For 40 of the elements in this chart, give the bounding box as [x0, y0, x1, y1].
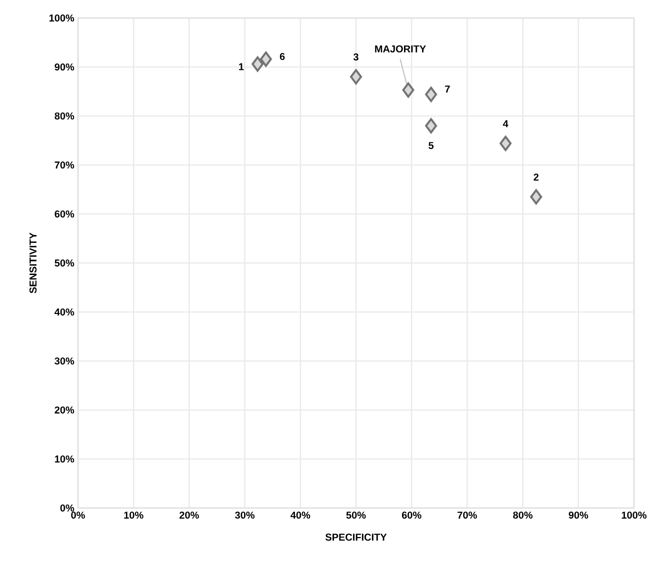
y-tick-label: 20% — [54, 406, 74, 414]
x-tick-label: 0% — [71, 512, 85, 519]
annotation: 4 — [502, 120, 508, 128]
annotation: MAJORITY — [375, 45, 426, 52]
point — [425, 86, 438, 102]
annotation: 3 — [353, 53, 358, 61]
x-tick-label: 50% — [346, 512, 366, 519]
annotation: 1 — [239, 63, 244, 70]
x-tick-label: 30% — [235, 512, 255, 519]
y-tick-label: 40% — [54, 308, 74, 316]
y-tick-label: 50% — [54, 259, 74, 267]
point — [530, 189, 542, 205]
point — [500, 136, 512, 152]
x-tick-label: 60% — [402, 512, 422, 519]
y-tick-label: 90% — [54, 63, 74, 71]
x-tick-label: 90% — [568, 512, 588, 519]
x-axis-title: SPECIFICITY — [325, 534, 387, 541]
point — [260, 51, 272, 67]
x-tick-label: 10% — [124, 512, 144, 519]
y-axis-title: SENSITIVITY — [29, 232, 37, 294]
annotation: 6 — [280, 52, 285, 60]
x-tick-label: 80% — [513, 512, 533, 519]
x-tick-label: 70% — [458, 512, 477, 519]
y-tick-label: 100% — [49, 14, 74, 22]
y-tick-label: 60% — [54, 210, 74, 218]
y-tick-label: 0% — [60, 504, 74, 512]
x-tick-label: 100% — [622, 512, 647, 519]
point — [350, 69, 362, 84]
point — [425, 118, 438, 134]
point — [252, 56, 264, 72]
y-tick-label: 70% — [54, 161, 74, 169]
point — [402, 82, 414, 98]
y-tick-label: 80% — [54, 112, 74, 120]
x-tick-label: 20% — [180, 512, 199, 519]
annotation: 2 — [534, 174, 539, 181]
x-tick-label: 40% — [290, 512, 310, 519]
annotation: 5 — [428, 142, 434, 150]
annotation: 7 — [445, 86, 450, 93]
y-tick-label: 30% — [54, 357, 74, 365]
y-tick-label: 10% — [55, 455, 74, 463]
